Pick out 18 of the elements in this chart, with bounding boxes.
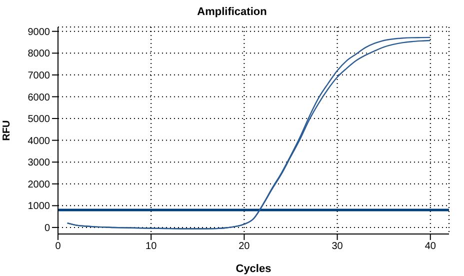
y-tick-label: 0	[44, 223, 50, 234]
y-tick-label: 2000	[28, 179, 50, 190]
y-tick-label: 9000	[28, 26, 50, 38]
chart-title: Amplification	[196, 6, 268, 18]
x-tick-label: 10	[146, 241, 158, 252]
x-tick-label: 30	[332, 241, 344, 252]
y-tick-label: 3000	[28, 158, 50, 169]
y-tick-label: 4000	[28, 136, 50, 147]
y-tick-label: 6000	[28, 92, 50, 104]
y-tick-label: 5000	[28, 114, 50, 126]
x-tick-label: 20	[238, 241, 250, 252]
y-axis-title: RFU	[2, 120, 13, 141]
y-tick-label: 7000	[28, 70, 50, 82]
y-tick-label: 8000	[28, 48, 50, 60]
x-tick-label: 40	[424, 241, 436, 252]
x-axis-title: Cycles	[236, 263, 272, 275]
x-tick-label: 0	[55, 241, 62, 252]
y-tick-label: 1000	[28, 201, 50, 212]
